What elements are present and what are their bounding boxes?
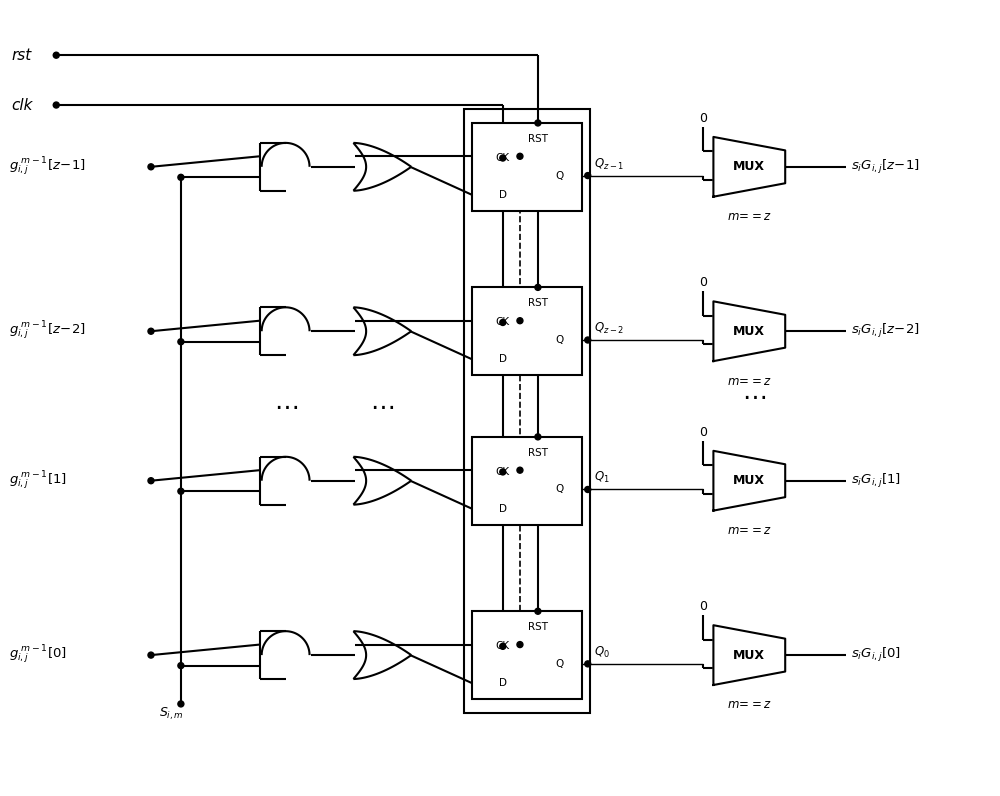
- Text: $g_{i,j}^{\;m-1}[z\!-\!2]$: $g_{i,j}^{\;m-1}[z\!-\!2]$: [9, 320, 86, 342]
- Text: MUX: MUX: [733, 160, 765, 174]
- Text: $s_iG_{i,j}[1]$: $s_iG_{i,j}[1]$: [851, 472, 901, 490]
- Text: RST: RST: [528, 622, 548, 632]
- Circle shape: [535, 120, 541, 126]
- Circle shape: [148, 328, 154, 334]
- Circle shape: [585, 661, 591, 667]
- Bar: [472, 437, 582, 525]
- Text: $s_iG_{i,j}[z\!-\!2]$: $s_iG_{i,j}[z\!-\!2]$: [851, 322, 920, 340]
- Circle shape: [585, 486, 591, 493]
- Circle shape: [535, 434, 541, 440]
- Text: $Q_{z-2}$: $Q_{z-2}$: [594, 321, 624, 336]
- Circle shape: [148, 652, 154, 658]
- Text: RST: RST: [528, 298, 548, 308]
- Circle shape: [178, 174, 184, 181]
- Polygon shape: [713, 625, 785, 685]
- Text: MUX: MUX: [733, 474, 765, 487]
- Text: clk: clk: [11, 98, 33, 112]
- Polygon shape: [713, 302, 785, 361]
- Text: $s_iG_{i,j}[0]$: $s_iG_{i,j}[0]$: [851, 646, 901, 664]
- Text: RST: RST: [528, 134, 548, 144]
- Text: $Q_1$: $Q_1$: [594, 470, 609, 486]
- Text: $g_{i,j}^{\;m-1}[z\!-\!1]$: $g_{i,j}^{\;m-1}[z\!-\!1]$: [9, 156, 86, 178]
- Text: Q: Q: [556, 485, 564, 494]
- Bar: [472, 123, 582, 211]
- Text: D: D: [499, 678, 507, 689]
- Bar: [472, 611, 582, 699]
- Text: $m\!=\!=z$: $m\!=\!=z$: [727, 210, 772, 223]
- Circle shape: [178, 701, 184, 707]
- Circle shape: [500, 643, 506, 650]
- Circle shape: [500, 469, 506, 475]
- Circle shape: [517, 642, 523, 648]
- Circle shape: [53, 102, 59, 108]
- Text: $\cdots$: $\cdots$: [274, 394, 298, 418]
- Text: MUX: MUX: [733, 325, 765, 338]
- Text: 0: 0: [699, 600, 707, 613]
- Text: CK: CK: [496, 467, 510, 477]
- Circle shape: [517, 318, 523, 324]
- Text: $Q_{z-1}$: $Q_{z-1}$: [594, 157, 624, 172]
- Circle shape: [517, 154, 523, 159]
- Text: Q: Q: [556, 659, 564, 669]
- Text: $\cdots$: $\cdots$: [370, 394, 394, 418]
- Circle shape: [585, 337, 591, 343]
- Text: $s_iG_{i,j}[z\!-\!1]$: $s_iG_{i,j}[z\!-\!1]$: [851, 158, 920, 176]
- Circle shape: [517, 467, 523, 473]
- Polygon shape: [713, 137, 785, 197]
- Text: rst: rst: [11, 48, 32, 63]
- Circle shape: [178, 488, 184, 494]
- Text: CK: CK: [496, 318, 510, 327]
- Text: 0: 0: [699, 112, 707, 125]
- Text: $g_{i,j}^{\;m-1}[1]$: $g_{i,j}^{\;m-1}[1]$: [9, 470, 67, 492]
- Circle shape: [585, 173, 591, 178]
- Circle shape: [500, 319, 506, 326]
- Text: $Q_0$: $Q_0$: [594, 645, 610, 660]
- Circle shape: [53, 53, 59, 58]
- Text: D: D: [499, 354, 507, 365]
- Text: $g_{i,j}^{\;m-1}[0]$: $g_{i,j}^{\;m-1}[0]$: [9, 644, 67, 666]
- Text: $m\!=\!=z$: $m\!=\!=z$: [727, 698, 772, 712]
- Polygon shape: [713, 451, 785, 510]
- Text: Q: Q: [556, 335, 564, 345]
- Text: CK: CK: [496, 153, 510, 163]
- Text: 0: 0: [699, 276, 707, 290]
- Text: $S_{i,m}$: $S_{i,m}$: [159, 706, 183, 722]
- Text: $\cdots$: $\cdots$: [742, 384, 766, 408]
- Circle shape: [178, 662, 184, 669]
- Circle shape: [535, 284, 541, 291]
- Text: $m\!=\!=z$: $m\!=\!=z$: [727, 524, 772, 537]
- Text: 0: 0: [699, 426, 707, 439]
- Text: RST: RST: [528, 447, 548, 458]
- Text: MUX: MUX: [733, 649, 765, 661]
- Text: D: D: [499, 504, 507, 513]
- Text: D: D: [499, 190, 507, 200]
- Text: Q: Q: [556, 170, 564, 181]
- Circle shape: [500, 155, 506, 161]
- Bar: [472, 287, 582, 375]
- Circle shape: [535, 608, 541, 615]
- Bar: [464, 109, 590, 713]
- Circle shape: [148, 478, 154, 484]
- Circle shape: [178, 339, 184, 345]
- Text: CK: CK: [496, 642, 510, 651]
- Circle shape: [148, 164, 154, 170]
- Text: $m\!=\!=z$: $m\!=\!=z$: [727, 375, 772, 388]
